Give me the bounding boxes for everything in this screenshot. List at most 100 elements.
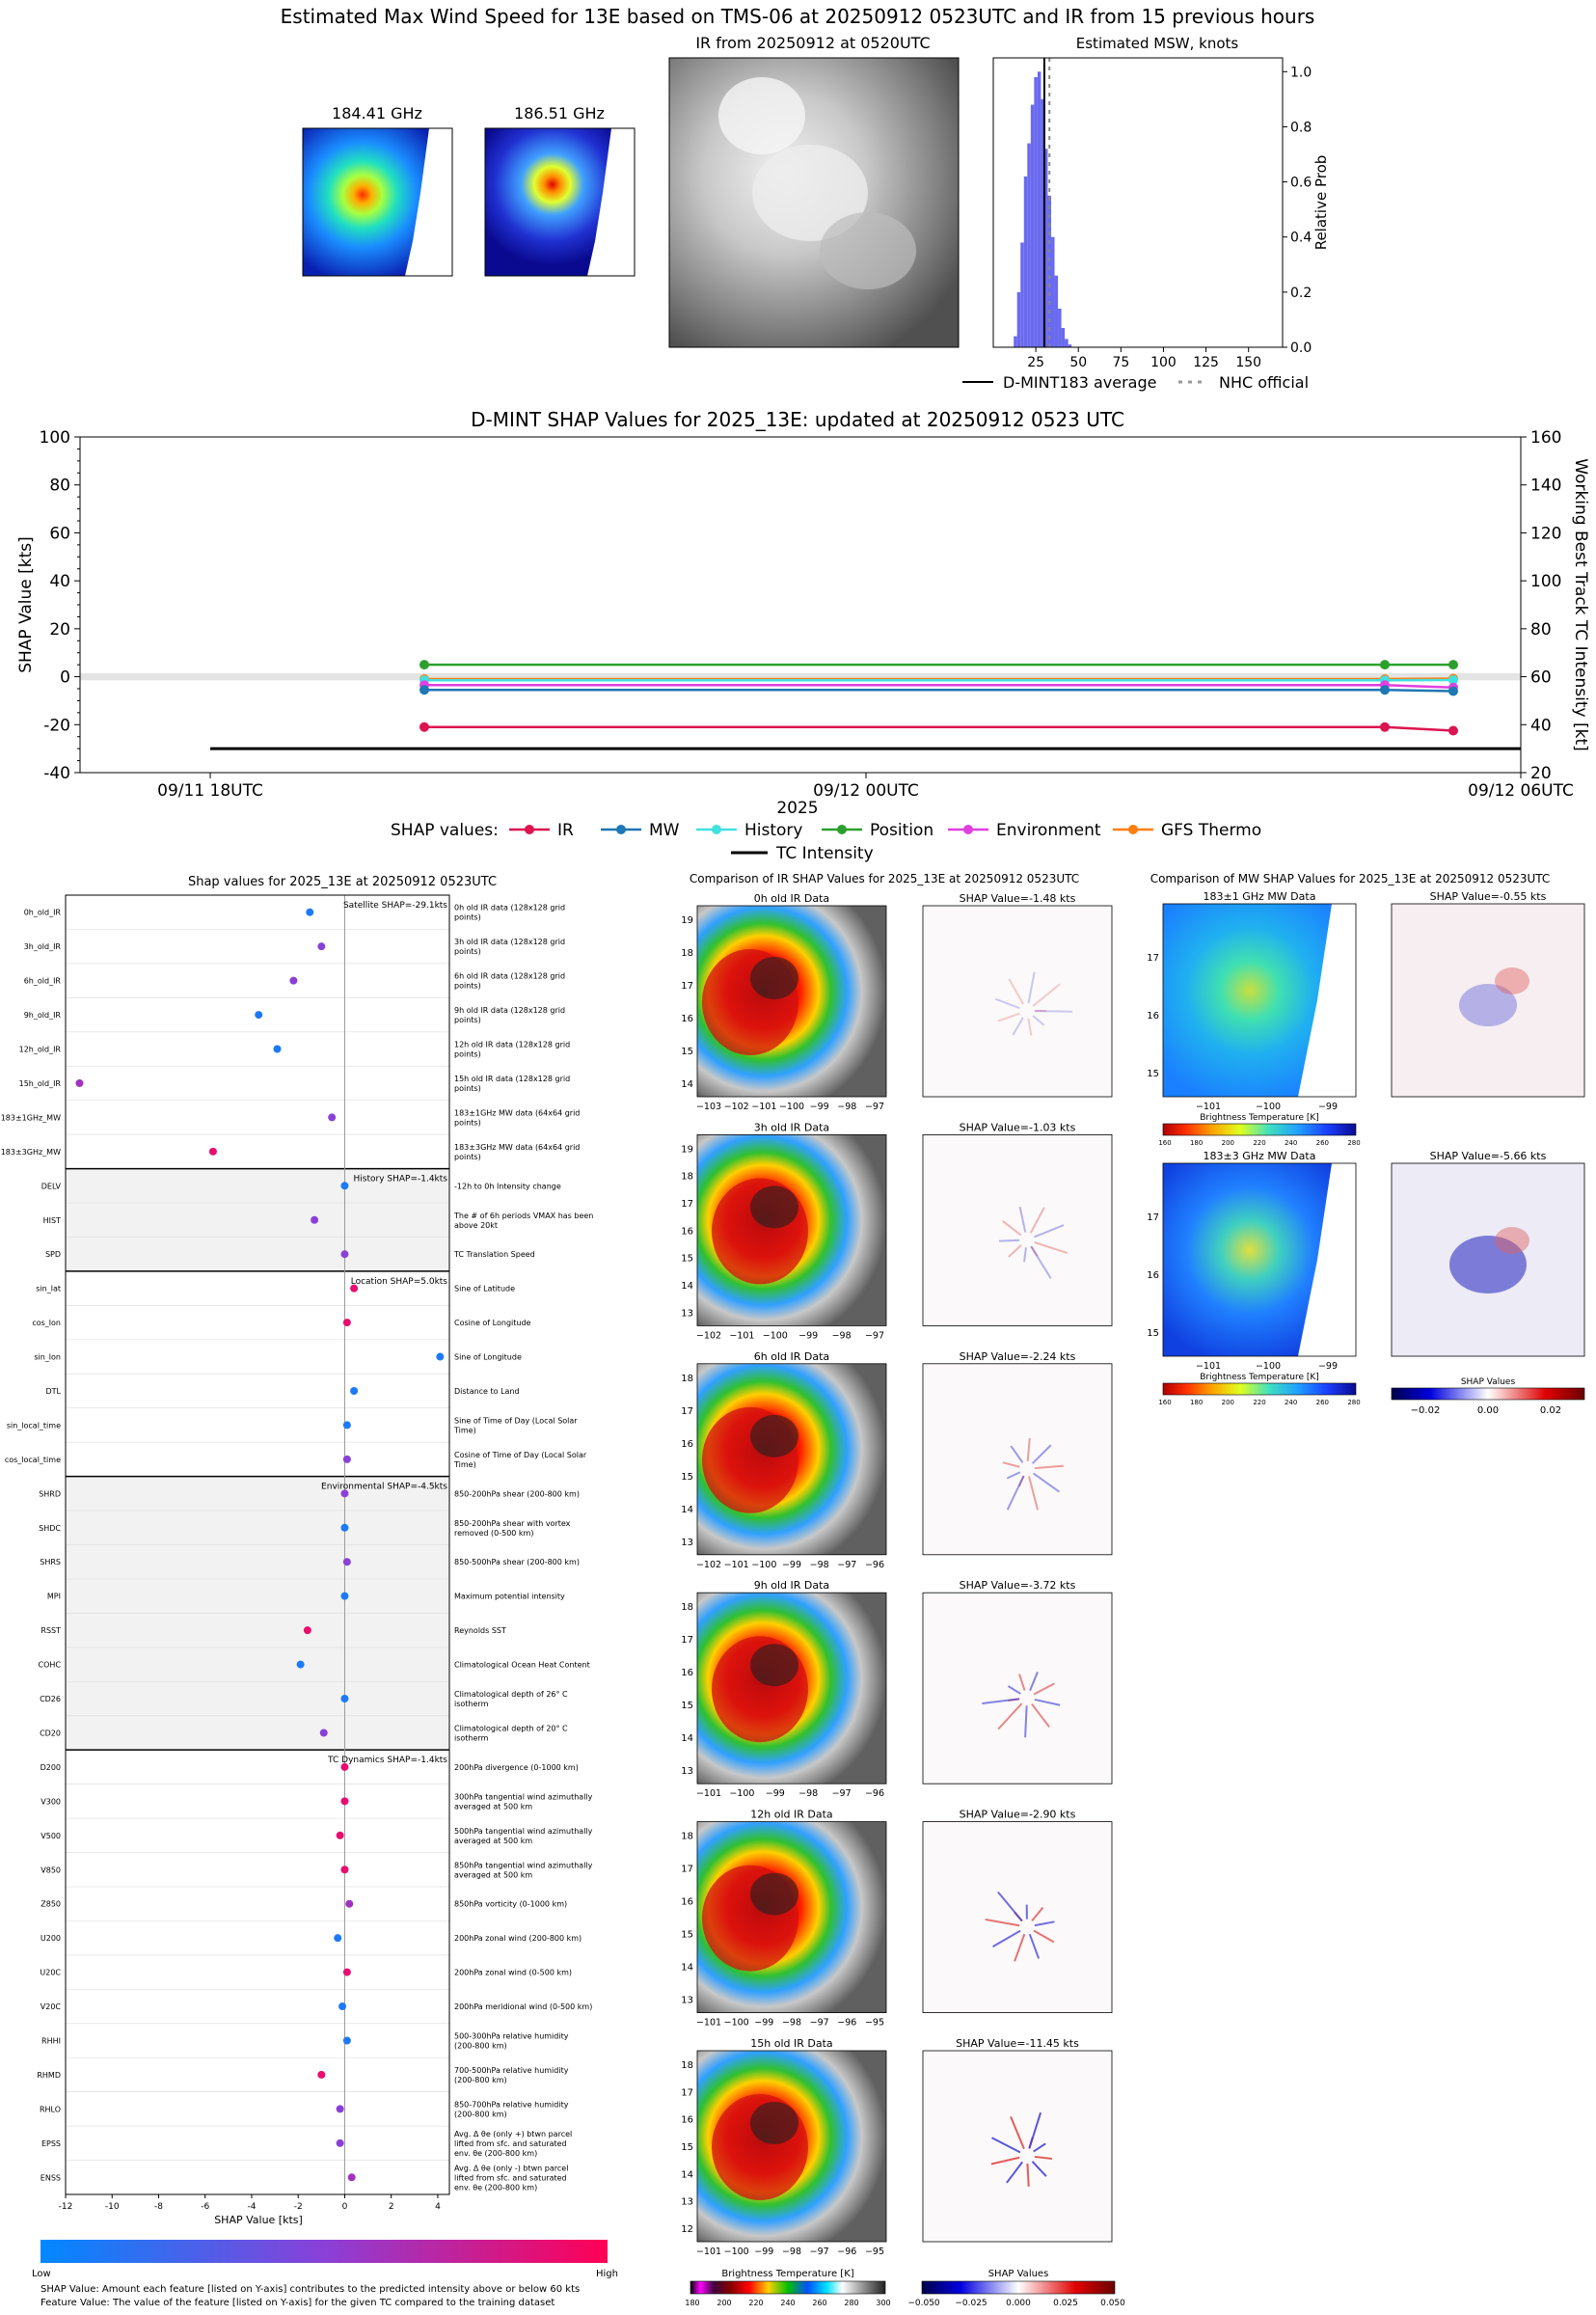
ir-shap-label: SHAP Value=-2.90 kts	[960, 1809, 1076, 1821]
feature-name: Z850	[41, 1900, 61, 1909]
y-tick-label: -40	[43, 764, 70, 783]
mw-cb-tick: 260	[1316, 1139, 1329, 1147]
ir-ytick-label: 18	[681, 1832, 693, 1842]
ir-panel-label: 6h old IR Data	[754, 1350, 829, 1363]
ir-shap-panel	[923, 2051, 1112, 2242]
ir-ytick-label: 19	[681, 1144, 693, 1155]
feature-description: 700-500hPa relative humidity(200-800 km)	[454, 2066, 569, 2084]
feature-name: RSST	[41, 1626, 61, 1635]
ir-xtick-label: −101	[724, 1560, 749, 1570]
ir-compare-title: Comparison of IR SHAP Values for 2025_13…	[690, 872, 1079, 885]
y-tick-label: 60	[49, 524, 70, 543]
ir-xtick-label: −101	[751, 1102, 776, 1112]
ir-xtick-label: −99	[782, 1560, 801, 1570]
mw-cb-tick: 200	[1222, 1399, 1234, 1406]
colorbar-high: High	[596, 2269, 618, 2279]
ir-panel-label: 3h old IR Data	[754, 1121, 829, 1133]
feature-point	[350, 1387, 358, 1395]
legend-item: GFS Thermo	[1161, 821, 1261, 840]
bee-xtick-label: -10	[105, 2202, 120, 2212]
feature-point	[340, 1866, 348, 1873]
y2-tick-label: 40	[1530, 716, 1552, 735]
feature-point	[340, 1182, 348, 1189]
feature-point	[334, 1934, 341, 1942]
ir-ytick-label: 18	[681, 1602, 693, 1613]
ir-xtick-label: −100	[779, 1102, 804, 1112]
ir-ytick-label: 13	[681, 1766, 693, 1777]
ir-ytick-label: 19	[681, 915, 693, 926]
ir-cb-tick: 220	[748, 2299, 763, 2307]
mw-shap-colorbar	[1392, 1388, 1584, 1400]
feature-description: 850hPa vorticity (0-1000 km)	[454, 1900, 567, 1909]
ir-shap-cb-tick: −0.025	[955, 2299, 987, 2308]
feature-description: 200hPa zonal wind (200-800 km)	[454, 1934, 582, 1943]
feature-name: RHHI	[41, 2036, 61, 2045]
series-line-environment	[424, 685, 1453, 687]
msw-title: Estimated MSW, knots	[1076, 35, 1239, 52]
ir-ytick-label: 18	[681, 948, 693, 959]
x-tick-label: 09/12 00UTC	[813, 781, 919, 801]
feature-point	[317, 2071, 325, 2079]
feature-point	[311, 1216, 318, 1224]
mw-compare-grid: 183±1 GHz MW Data171615−101−100−99Bright…	[1147, 890, 1584, 1416]
msw-bar	[1047, 196, 1051, 347]
feature-name: cos_lon	[32, 1319, 61, 1327]
ir-cb-tick: 200	[717, 2299, 731, 2307]
ir-ytick-label: 13	[681, 2197, 693, 2208]
ir-ytick-label: 15	[681, 1930, 693, 1941]
ir-panel-eye	[750, 957, 798, 999]
ir-cb-label: Brightness Temperature [K]	[721, 2269, 853, 2279]
feature-point	[340, 1250, 348, 1258]
msw-xtick-label: 25	[1027, 355, 1044, 370]
feature-name: V300	[41, 1797, 61, 1806]
feature-name: sin_local_time	[7, 1421, 61, 1430]
legend-marker	[1128, 825, 1138, 834]
mw-cb-tick: 240	[1285, 1399, 1297, 1406]
ir-xtick-label: −100	[724, 2247, 749, 2257]
ir-ytick-label: 17	[681, 1865, 693, 1875]
group-label: Satellite SHAP=-29.1kts	[343, 901, 447, 911]
feature-description: Sine of Longitude	[454, 1353, 522, 1362]
series-marker	[1448, 660, 1458, 669]
ir-shap-label: SHAP Value=-2.24 kts	[960, 1350, 1076, 1363]
feature-description: Sine of Latitude	[454, 1285, 515, 1294]
mw-shap-cb-tick: 0.02	[1540, 1405, 1561, 1416]
feature-point	[297, 1661, 305, 1669]
ir-xtick-label: −96	[837, 2018, 856, 2029]
feature-name: SHRS	[40, 1558, 61, 1566]
y-tick-label: 20	[49, 620, 70, 640]
msw-ylabel: Relative Prob	[1312, 155, 1330, 251]
mw1-image	[303, 128, 452, 276]
x-tick-label: 09/12 06UTC	[1468, 781, 1574, 801]
ir-ytick-label: 16	[681, 1668, 693, 1678]
ir-cb-tick: 180	[685, 2299, 699, 2307]
bee-xtick-label: -2	[294, 2202, 303, 2212]
ir-ytick-label: 14	[681, 2169, 693, 2180]
ir-ytick-label: 16	[681, 1439, 693, 1450]
bee-xtick-label: 2	[389, 2202, 394, 2212]
ir-xtick-label: −103	[696, 1102, 721, 1112]
msw-bar	[1038, 71, 1041, 347]
msw-bar	[1065, 339, 1069, 347]
ir-ytick-label: 16	[681, 1226, 693, 1237]
feature-name: 6h_old_IR	[24, 977, 62, 986]
feature-name: RHLO	[40, 2105, 61, 2113]
y2-tick-label: 120	[1530, 524, 1561, 543]
feature-name: U200	[41, 1934, 61, 1943]
ir-xtick-label: −97	[810, 2018, 829, 2029]
feature-name: D200	[41, 1763, 61, 1772]
y-tick-label: 80	[49, 477, 70, 496]
mw-compare-title: Comparison of MW SHAP Values for 2025_13…	[1150, 872, 1551, 885]
mw-ytick-label: 16	[1147, 1270, 1159, 1281]
msw-bar	[1031, 105, 1035, 347]
mw-cb-tick: 220	[1253, 1139, 1265, 1147]
ir-shap-cb-tick: 0.050	[1100, 2299, 1125, 2308]
series-marker	[1448, 686, 1458, 695]
ir-panel-label: 0h old IR Data	[754, 892, 829, 905]
